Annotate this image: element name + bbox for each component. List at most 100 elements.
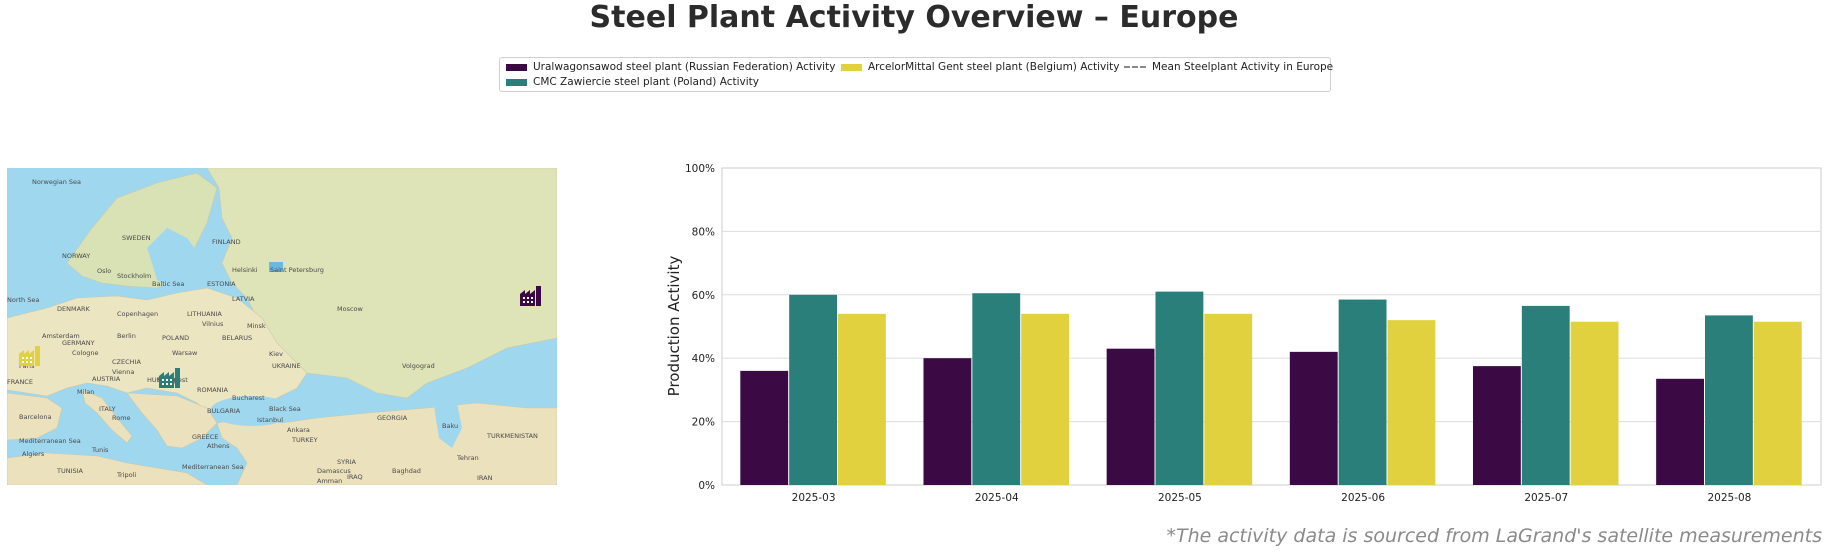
map-label: Istanbul xyxy=(257,416,283,424)
legend-item-uralwagonsawod: Uralwagonsawod steel plant (Russian Fede… xyxy=(506,61,835,73)
map-label: Tehran xyxy=(456,454,479,462)
legend-label: CMC Zawiercie steel plant (Poland) Activ… xyxy=(533,76,759,88)
map-label: Kiev xyxy=(269,350,283,358)
legend-item-cmc-zawiercie: CMC Zawiercie steel plant (Poland) Activ… xyxy=(506,76,759,88)
map-label: SWEDEN xyxy=(122,234,151,242)
gridlines xyxy=(722,230,1821,423)
map-label: Moscow xyxy=(337,305,364,313)
map-label: Mediterranean Sea xyxy=(19,437,81,445)
legend-label: ArcelorMittal Gent steel plant (Belgium)… xyxy=(868,61,1120,73)
map-caspian-sea xyxy=(432,383,462,448)
x-tick-label: 2025-03 xyxy=(792,492,836,504)
map-label: ROMANIA xyxy=(197,386,228,394)
bar-2025-08-series-2 xyxy=(1753,321,1802,485)
map-label: Amman xyxy=(317,477,342,485)
map-land-north-africa xyxy=(7,452,208,485)
map-label: Athens xyxy=(207,442,230,450)
x-tick-label: 2025-06 xyxy=(1341,492,1385,504)
x-tick-label: 2025-05 xyxy=(1158,492,1202,504)
bar-2025-03-series-0 xyxy=(740,370,789,485)
map-label: LATVIA xyxy=(232,295,255,303)
map-label: Saint Petersburg xyxy=(270,266,324,274)
factory-icon xyxy=(19,346,40,366)
legend-swatch xyxy=(506,78,527,86)
map-lake xyxy=(269,262,283,272)
map-label: IRAQ xyxy=(347,473,363,481)
map-label: Tunis xyxy=(91,446,109,454)
y-axis-ticks: 0% 20% 40% 60% 80% 100% xyxy=(685,163,715,492)
map-label: POLAND xyxy=(162,334,189,342)
map-label: GREECE xyxy=(192,433,218,441)
chart-title: Steel Plant Activity Overview – Europe xyxy=(589,0,1239,35)
footnote: *The activity data is sourced from LaGra… xyxy=(1166,525,1822,547)
bar-2025-08-series-0 xyxy=(1656,378,1704,485)
bar-2025-08-series-1 xyxy=(1704,315,1753,485)
bar-2025-04-series-2 xyxy=(1021,313,1070,485)
bar-2025-04-series-0 xyxy=(923,358,972,485)
map-label: Algiers xyxy=(22,450,45,458)
legend: Uralwagonsawod steel plant (Russian Fede… xyxy=(499,57,1333,92)
bar-2025-07-series-2 xyxy=(1570,321,1619,485)
map-label: BELARUS xyxy=(222,334,252,342)
map-label: Bucharest xyxy=(232,394,265,402)
map-label: Ankara xyxy=(287,426,310,434)
bar-2025-04-series-1 xyxy=(972,293,1021,485)
bar-2025-06-series-0 xyxy=(1289,351,1338,485)
bar-2025-03-series-1 xyxy=(789,294,838,485)
map-label: Damascus xyxy=(317,467,351,475)
y-tick-label: 60% xyxy=(692,290,715,302)
map-label: UKRAINE xyxy=(272,362,301,370)
map-label: Volgograd xyxy=(402,362,435,370)
map-label: TURKMENISTAN xyxy=(486,432,538,440)
map-black-sea xyxy=(210,396,294,426)
bar-2025-06-series-2 xyxy=(1387,320,1436,485)
bar-2025-05-series-0 xyxy=(1106,348,1155,485)
factory-icon xyxy=(159,368,180,388)
map-label: TURKEY xyxy=(291,436,318,444)
map-label: Milan xyxy=(77,388,94,396)
map-label: Norwegian Sea xyxy=(32,178,81,186)
plant-markers xyxy=(19,286,541,388)
legend-label: Uralwagonsawod steel plant (Russian Fede… xyxy=(533,61,836,73)
y-tick-label: 100% xyxy=(685,163,715,175)
map-label: AUSTRIA xyxy=(92,375,121,383)
legend-label: Mean Steelplant Activity in Europe xyxy=(1152,61,1334,73)
map-label: Helsinki xyxy=(232,266,258,274)
map-land-iberia xyxy=(7,392,63,441)
x-tick-label: 2025-08 xyxy=(1707,492,1751,504)
map-label: Baku xyxy=(442,422,458,430)
map-label: FINLAND xyxy=(212,238,241,246)
y-axis-label: Production Activity xyxy=(665,256,683,397)
map-label: Black Sea xyxy=(269,405,301,413)
plot-area xyxy=(721,167,1822,486)
map-label: Baltic Sea xyxy=(152,280,184,288)
map-baltic-sea xyxy=(147,228,217,288)
map-label: IRAN xyxy=(477,474,493,482)
map-label: Mediterranean Sea xyxy=(182,463,244,471)
map-label: Amsterdam xyxy=(42,332,80,340)
map-land-balkans xyxy=(126,392,218,449)
europe-map: Norwegian Sea SWEDEN FINLAND NORWAY Oslo Stoc… xyxy=(7,168,557,485)
map-label: SYRIA xyxy=(337,458,357,466)
x-tick-label: 2025-04 xyxy=(975,492,1019,504)
x-axis-ticks: 2025-03 2025-04 2025-05 2025-06 2025-07 2025-… xyxy=(792,492,1752,504)
map-label: Tripoli xyxy=(116,471,136,479)
map-label: Baghdad xyxy=(392,467,421,475)
y-tick-label: 0% xyxy=(698,480,715,492)
y-tick-label: 40% xyxy=(692,353,715,365)
map-land-middle-east xyxy=(216,402,557,485)
map-label: DENMARK xyxy=(57,305,91,313)
map-label: Oslo xyxy=(97,267,111,275)
map-label: Vienna xyxy=(112,368,134,376)
map-label: TUNISIA xyxy=(56,467,84,475)
map-label: GEORGIA xyxy=(377,414,408,422)
legend-item-mean: Mean Steelplant Activity in Europe xyxy=(1124,61,1333,73)
bar-2025-03-series-2 xyxy=(838,313,886,485)
y-tick-label: 80% xyxy=(692,226,715,238)
y-tick-label: 20% xyxy=(692,417,715,429)
map-labels: Norwegian Sea SWEDEN FINLAND NORWAY Oslo Stoc… xyxy=(7,178,538,485)
legend-swatch xyxy=(506,63,527,71)
map-label: Barcelona xyxy=(19,413,51,421)
bar-2025-05-series-2 xyxy=(1204,313,1253,485)
